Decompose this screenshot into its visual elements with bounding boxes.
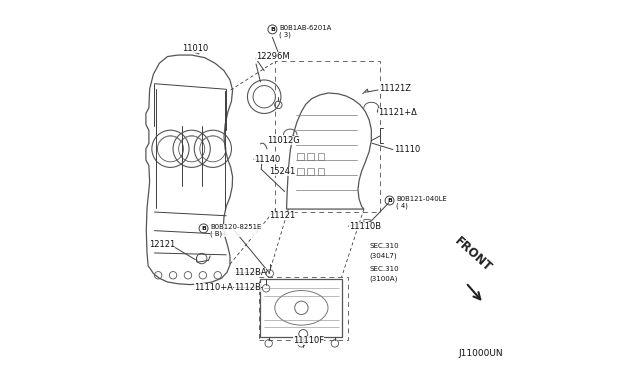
Bar [318,153,324,160]
Text: 1112BA: 1112BA [234,268,266,277]
Text: SEC.310: SEC.310 [369,266,399,272]
Text: 15241: 15241 [269,167,295,176]
Text: J11000UN: J11000UN [458,349,503,358]
Text: B0B1AB-6201A
( 3): B0B1AB-6201A ( 3) [279,25,332,38]
Text: FRONT: FRONT [452,235,494,275]
Text: 11121+Δ: 11121+Δ [378,108,417,117]
Text: 11140: 11140 [254,155,280,164]
Text: 11012G: 11012G [267,136,300,145]
Text: B: B [387,198,392,203]
Text: 12121: 12121 [149,240,175,249]
Bar [275,61,380,212]
Bar [307,153,314,160]
Text: 11110B: 11110B [349,222,381,231]
Bar [297,168,303,175]
Text: 1112B: 1112B [234,283,260,292]
Text: B0B121-040LE
( 4): B0B121-040LE ( 4) [396,196,447,209]
Bar [259,277,348,340]
Text: 11121: 11121 [269,211,295,219]
Text: 11110+A: 11110+A [195,283,233,292]
Bar [307,168,314,175]
Text: B0B120-8251E
( B): B0B120-8251E ( B) [211,224,262,237]
Bar [297,153,303,160]
Text: SEC.310: SEC.310 [369,243,399,249]
Text: 12296M: 12296M [256,52,290,61]
Text: (304L7): (304L7) [369,253,397,259]
Bar [318,168,324,175]
Text: B: B [201,226,206,231]
Text: 11010: 11010 [182,44,209,53]
Text: 11110F: 11110F [293,336,324,345]
Text: 11110: 11110 [394,145,420,154]
Text: 11121Z: 11121Z [379,84,411,93]
Text: B: B [270,27,275,32]
Text: (3100A): (3100A) [369,275,397,282]
